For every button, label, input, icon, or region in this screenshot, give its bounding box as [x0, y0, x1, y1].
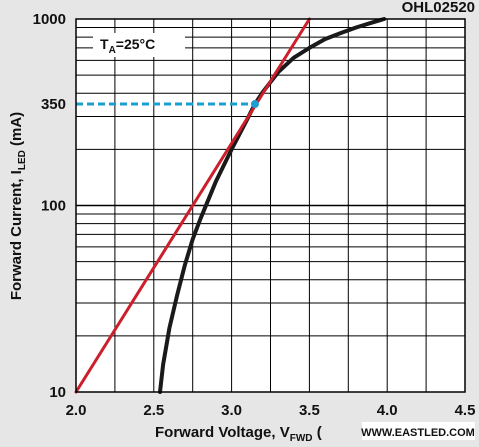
- condition-label-rest: =25°C: [116, 36, 155, 52]
- plot-frame: [75, 18, 466, 393]
- x-tick-label: 2.5: [143, 402, 164, 419]
- tangent-line: [74, 17, 311, 394]
- grid: [75, 19, 466, 392]
- y-tick-label: 350: [41, 96, 66, 113]
- y-axis-label-sub: LED: [17, 150, 28, 170]
- y-tick-labels: 10 100 350 1000: [33, 11, 66, 401]
- operating-point-marker: [250, 100, 259, 109]
- data-layer: [74, 17, 387, 394]
- x-tick-label: 3.0: [221, 402, 242, 419]
- y-tick-label: 100: [41, 198, 66, 215]
- watermark-box: [362, 422, 475, 440]
- watermark: WWW.EASTLED.COM: [361, 427, 475, 439]
- y-axis-label-main: Forward Current, I: [8, 170, 25, 300]
- y-tick-label: 1000: [33, 11, 66, 28]
- condition-label-sub: A: [109, 45, 116, 56]
- x-axis-label: Forward Voltage, VFWD (: [155, 424, 322, 442]
- y-axis-label-rest: (mA): [8, 112, 25, 150]
- y-axis-label: Forward Current, ILED (mA): [8, 112, 28, 300]
- x-axis-label-main: Forward Voltage, V: [155, 424, 290, 441]
- x-tick-labels: 2.0 2.5 3.0 3.5 4.0 4.5: [66, 402, 476, 419]
- x-tick-label: 3.5: [299, 402, 320, 419]
- x-tick-label: 4.5: [455, 402, 476, 419]
- condition-label-main: T: [100, 36, 109, 52]
- condition-label-box: [93, 33, 185, 57]
- figure-code: OHL02520: [402, 0, 475, 16]
- x-axis-label-sub: FWD: [290, 433, 313, 442]
- x-tick-label: 2.0: [66, 402, 87, 419]
- x-tick-label: 4.0: [377, 402, 398, 419]
- condition-label: TA=25°C: [100, 36, 155, 56]
- y-tick-label: 10: [49, 384, 66, 401]
- x-axis-label-rest: (: [313, 424, 322, 441]
